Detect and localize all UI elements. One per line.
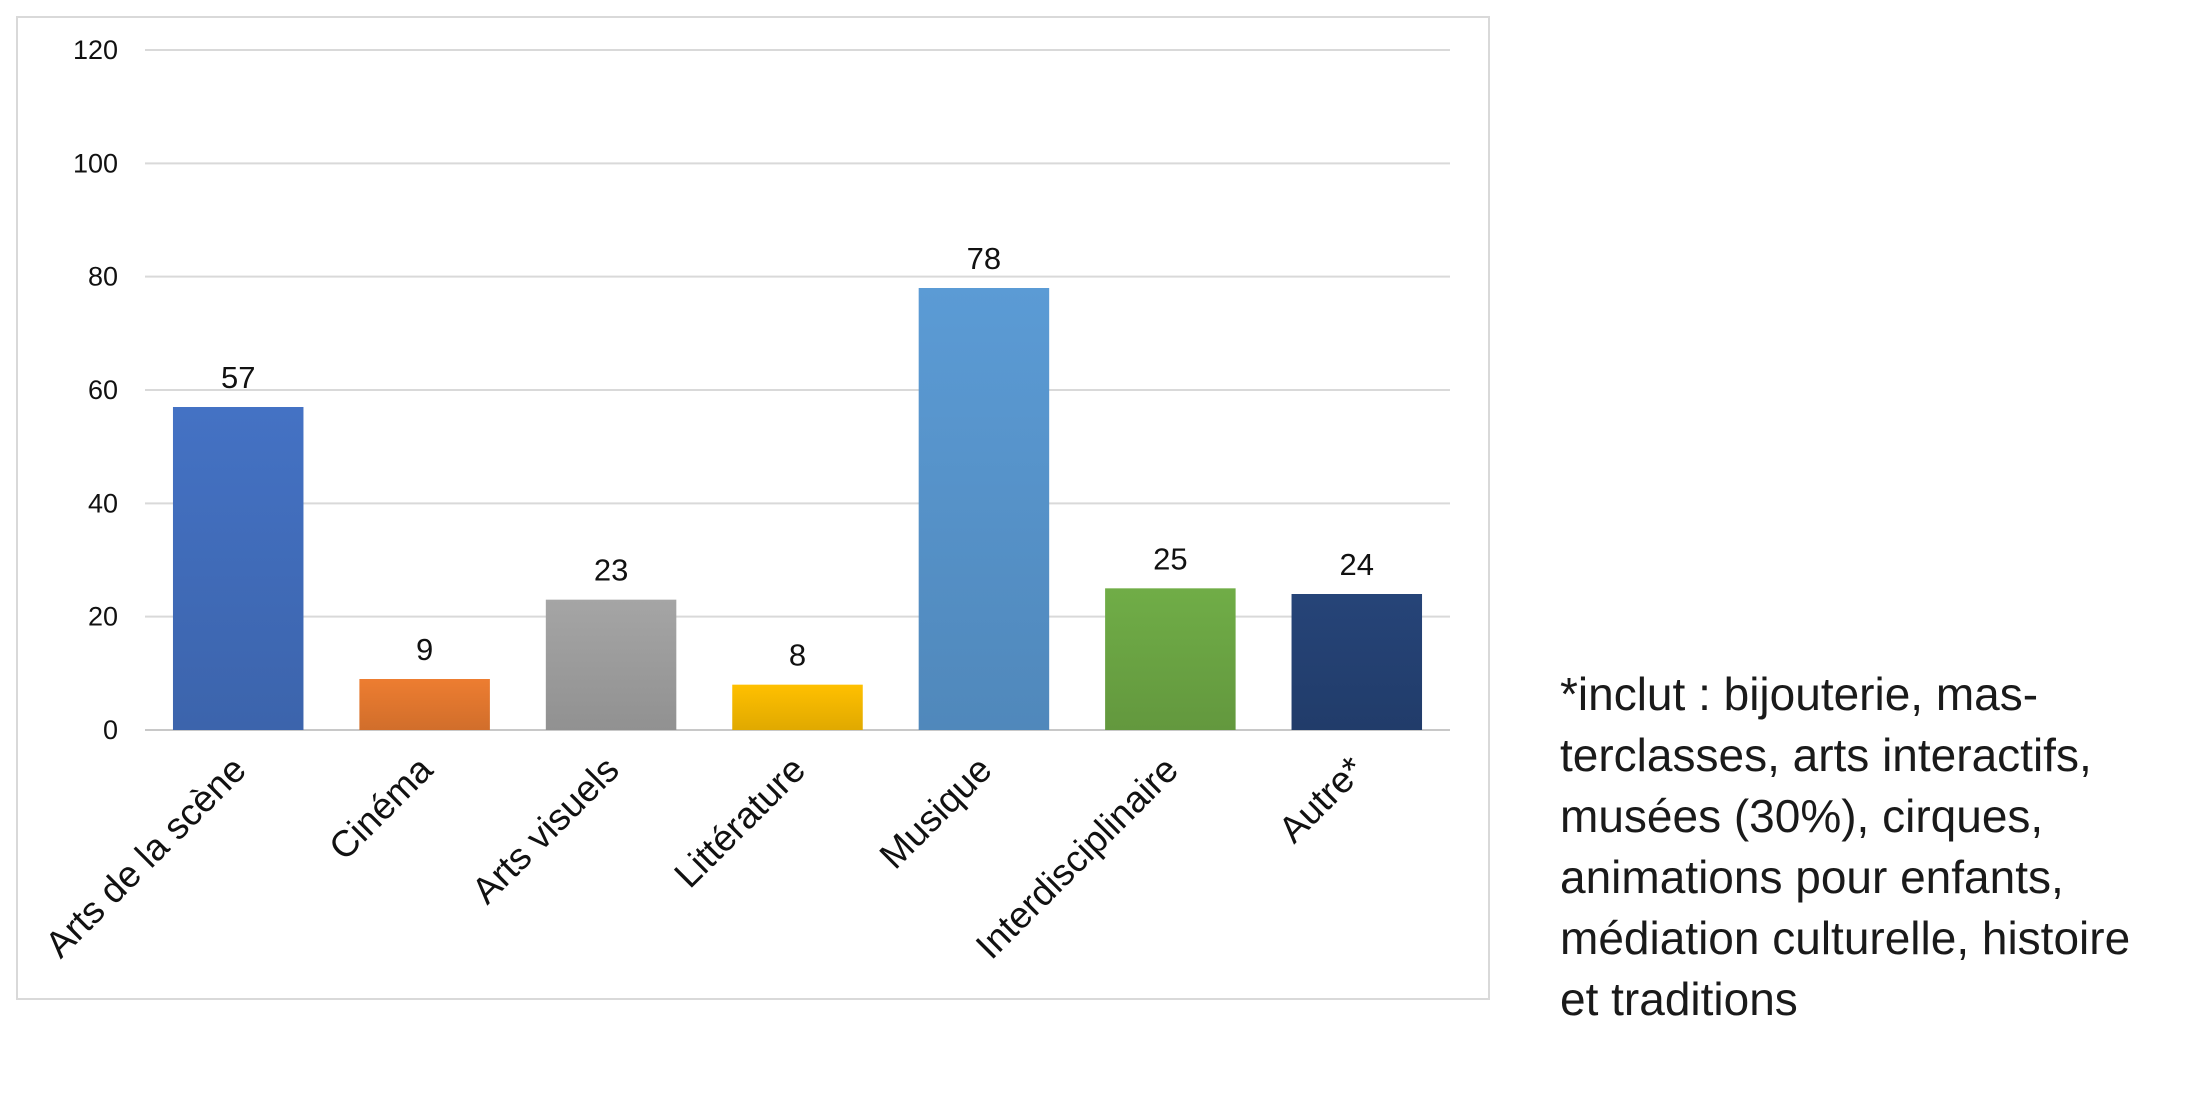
y-tick-label: 100 — [73, 148, 118, 178]
footnote-line: musées (30%), cirques, — [1560, 790, 2044, 842]
data-label: 8 — [789, 638, 806, 673]
footnote: *inclut : bijouterie, mas- terclasses, a… — [1560, 664, 2200, 1030]
y-tick-label: 80 — [88, 262, 118, 292]
footnote-line: terclasses, arts interactifs, — [1560, 729, 2092, 781]
y-tick-label: 0 — [103, 715, 118, 745]
y-tick-label: 120 — [73, 35, 118, 65]
data-label: 78 — [967, 241, 1001, 276]
category-label: Arts visuels — [464, 749, 627, 912]
bar — [172, 407, 304, 730]
data-label: 23 — [594, 553, 628, 588]
category-label: Interdisciplinaire — [968, 749, 1186, 967]
bar — [545, 599, 677, 730]
data-label: 57 — [221, 360, 255, 395]
y-axis-ticks: 0 20 40 60 80 100 120 — [73, 35, 118, 745]
footnote-line: médiation culturelle, histoire — [1560, 912, 2131, 964]
category-label: Arts de la scène — [37, 749, 254, 966]
gridlines — [145, 49, 1450, 731]
bar — [918, 288, 1050, 730]
bar-chart: 0 20 40 60 80 100 120 57 9 23 8 78 25 24 Arts de la … — [37, 35, 1450, 967]
bar — [1105, 588, 1236, 730]
bars — [172, 288, 1423, 730]
data-label: 9 — [416, 632, 433, 667]
data-label: 24 — [1340, 547, 1374, 582]
category-label: Autre* — [1271, 749, 1373, 851]
footnote-line: *inclut : bijouterie, mas- — [1560, 668, 2039, 720]
x-axis-categories: Arts de la scène Cinéma Arts visuels Littér… — [37, 748, 1372, 966]
footnote-line: animations pour enfants, — [1560, 851, 2064, 903]
data-labels: 57 9 23 8 78 25 24 — [221, 241, 1374, 673]
footnote-line: et traditions — [1560, 973, 1798, 1025]
bar — [1291, 594, 1423, 730]
bar — [732, 684, 863, 730]
bar — [359, 679, 490, 730]
category-label: Cinéma — [321, 748, 440, 867]
category-label: Musique — [872, 749, 1000, 877]
y-tick-label: 60 — [88, 375, 118, 405]
y-tick-label: 20 — [88, 602, 118, 632]
data-label: 25 — [1153, 541, 1187, 576]
y-tick-label: 40 — [88, 488, 118, 518]
category-label: Littérature — [666, 749, 813, 896]
